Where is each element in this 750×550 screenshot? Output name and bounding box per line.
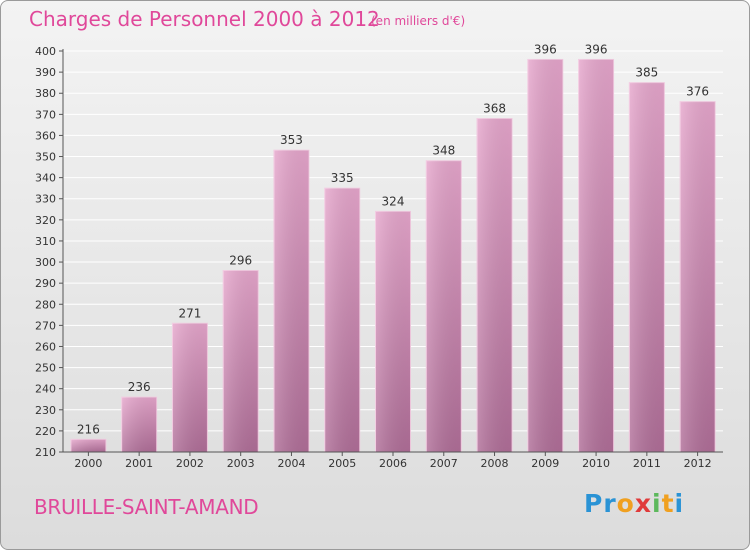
logo-letter: r [603, 489, 617, 518]
x-tick-label-2007: 2007 [430, 457, 458, 470]
value-label-2001: 236 [128, 380, 151, 394]
commune-name: BRUILLE-SAINT-AMAND [34, 495, 259, 519]
value-label-2000: 216 [77, 422, 100, 436]
y-tick-label: 360 [35, 129, 56, 142]
bars: 216 236 271 296 353 335 324 348 368 396 396 385 376 [70, 42, 716, 453]
y-tick-label: 250 [35, 362, 56, 375]
y-tick-label: 330 [35, 193, 56, 206]
x-tick-label-2008: 2008 [481, 457, 509, 470]
y-tick-label: 310 [35, 235, 56, 248]
x-tick-label-2010: 2010 [582, 457, 610, 470]
y-tick-label: 380 [35, 87, 56, 100]
value-label-2007: 348 [432, 144, 455, 158]
y-tick-label: 350 [35, 151, 56, 164]
logo-letter: x [634, 489, 652, 518]
bar-shade-2010 [578, 59, 614, 452]
value-label-2009: 396 [534, 42, 557, 56]
y-tick-label: 320 [35, 214, 56, 227]
x-tick-label-2006: 2006 [379, 457, 407, 470]
logo-letter: P [584, 489, 604, 518]
chart-subtitle: (en milliers d'€) [371, 14, 466, 28]
value-label-2006: 324 [382, 194, 405, 208]
x-tick-label-2005: 2005 [328, 457, 356, 470]
y-tick-label: 370 [35, 108, 56, 121]
bar-shade-2001 [121, 397, 157, 452]
y-tick-label: 260 [35, 340, 56, 353]
bar-shade-2008 [477, 118, 513, 453]
y-tick-label: 240 [35, 383, 56, 396]
bar-shade-2003 [223, 270, 259, 452]
y-tick-label: 220 [35, 425, 56, 438]
logo-letter: t [661, 489, 675, 518]
value-label-2012: 376 [686, 85, 709, 99]
proxiti-logo: Proxiti [584, 489, 684, 518]
y-tick-label: 210 [35, 446, 56, 459]
value-label-2005: 335 [331, 171, 354, 185]
x-tick-label-2009: 2009 [531, 457, 559, 470]
bar-shade-2002 [172, 323, 208, 452]
y-tick-label: 400 [35, 45, 56, 58]
value-label-2002: 271 [178, 306, 201, 320]
bar-shade-2006 [375, 211, 411, 452]
value-label-2010: 396 [585, 42, 608, 56]
x-tick-label-2012: 2012 [684, 457, 712, 470]
y-tick-label: 340 [35, 172, 56, 185]
x-tick-label-2003: 2003 [227, 457, 255, 470]
y-tick-label: 280 [35, 298, 56, 311]
bar-shade-2011 [629, 82, 665, 452]
x-tick-label-2001: 2001 [125, 457, 153, 470]
y-tick-label: 390 [35, 66, 56, 79]
x-tick-label-2002: 2002 [176, 457, 204, 470]
bar-shade-2012 [680, 101, 716, 452]
logo-letter: i [652, 489, 662, 518]
y-tick-label: 270 [35, 319, 56, 332]
x-tick-label-2011: 2011 [633, 457, 661, 470]
y-tick-label: 300 [35, 256, 56, 269]
x-tick-label-2000: 2000 [74, 457, 102, 470]
bar-shade-2005 [324, 188, 360, 452]
x-tick-label-2004: 2004 [277, 457, 305, 470]
value-label-2004: 353 [280, 133, 303, 147]
logo-letter: i [674, 489, 685, 518]
bar-shade-2007 [426, 160, 462, 452]
bar-shade-2009 [527, 59, 563, 452]
y-tick-label: 230 [35, 404, 56, 417]
value-label-2011: 385 [635, 66, 658, 80]
value-label-2003: 296 [229, 253, 252, 267]
value-label-2008: 368 [483, 102, 506, 116]
axes: 210 220 230 240 250 260 270 280 290 300 310 320 330 3… [35, 45, 723, 470]
chart-title: Charges de Personnel 2000 à 2012 [29, 7, 380, 31]
bar-shade-2004 [273, 150, 309, 452]
y-tick-label: 290 [35, 277, 56, 290]
logo-letter: o [616, 489, 635, 518]
bar-shade-2000 [70, 439, 106, 452]
